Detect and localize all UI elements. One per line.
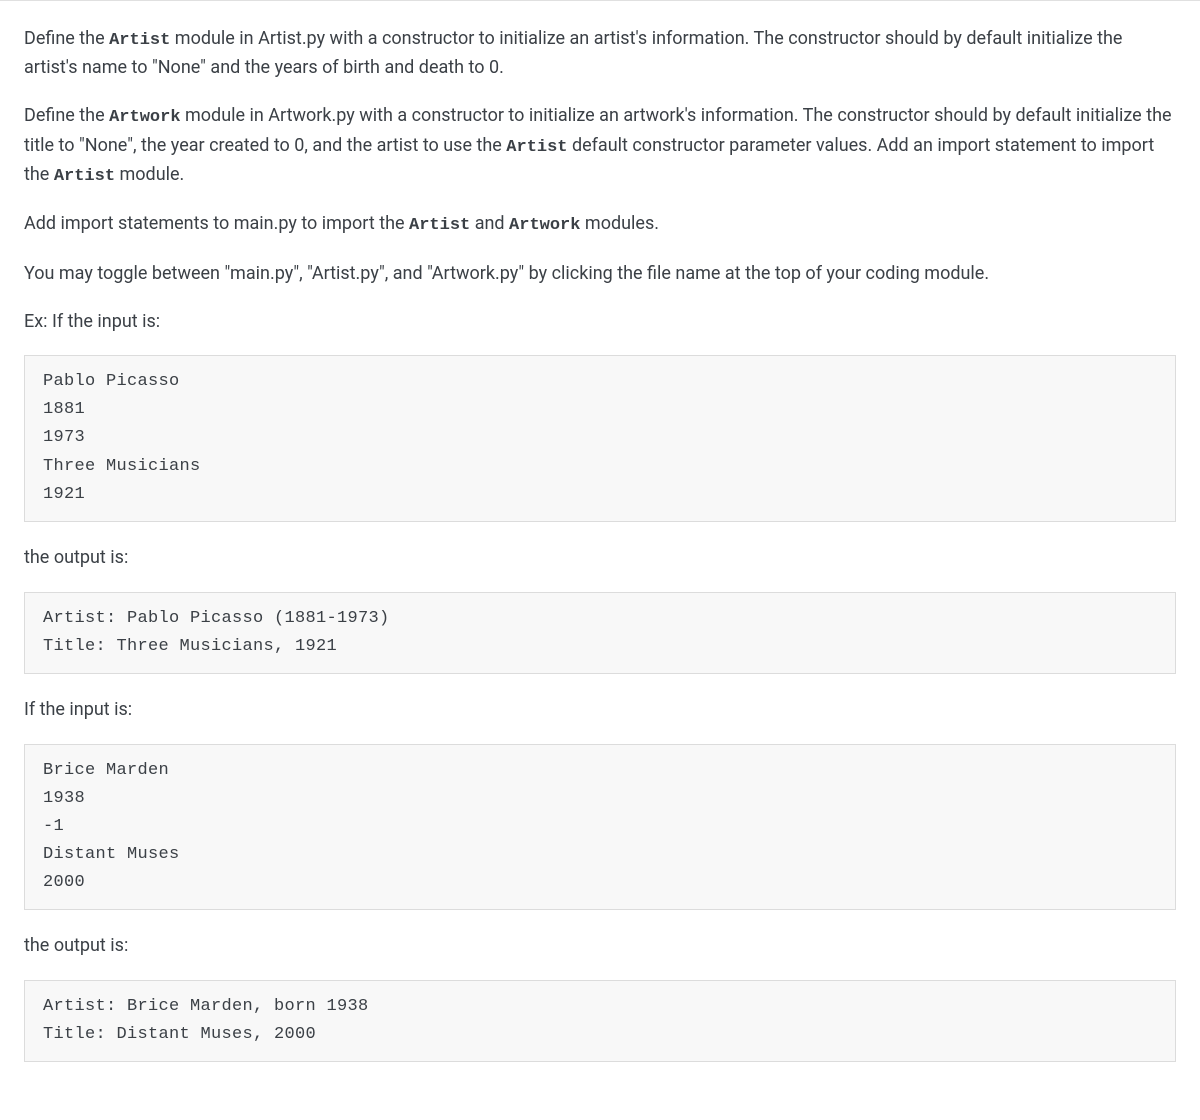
paragraph-artist-module: Define the Artist module in Artist.py wi…	[24, 25, 1176, 82]
code-block-output-2: Artist: Brice Marden, born 1938 Title: D…	[24, 980, 1176, 1062]
code-inline-artist: Artist	[506, 138, 567, 157]
label-example-output-2: the output is:	[24, 932, 1176, 960]
code-inline-artist: Artist	[54, 167, 115, 186]
paragraph-toggle-hint: You may toggle between "main.py", "Artis…	[24, 260, 1176, 288]
label-example-output: the output is:	[24, 544, 1176, 572]
label-example-input-2: If the input is:	[24, 696, 1176, 724]
text-segment: module.	[115, 164, 184, 185]
text-segment: Add import statements to main.py to impo…	[24, 213, 409, 234]
code-block-input-1: Pablo Picasso 1881 1973 Three Musicians …	[24, 355, 1176, 521]
paragraph-artwork-module: Define the Artwork module in Artwork.py …	[24, 102, 1176, 190]
code-inline-artwork: Artwork	[109, 108, 180, 127]
code-block-input-2: Brice Marden 1938 -1 Distant Muses 2000	[24, 744, 1176, 910]
code-inline-artist: Artist	[109, 31, 170, 50]
text-segment: Define the	[24, 105, 109, 126]
text-segment: and	[470, 213, 509, 234]
text-segment: module in Artist.py with a constructor t…	[24, 28, 1122, 78]
text-segment: Define the	[24, 28, 109, 49]
code-inline-artist: Artist	[409, 216, 470, 235]
problem-description: Define the Artist module in Artist.py wi…	[0, 0, 1200, 1120]
label-example-input: Ex: If the input is:	[24, 308, 1176, 336]
text-segment: modules.	[580, 213, 659, 234]
paragraph-import-statements: Add import statements to main.py to impo…	[24, 210, 1176, 239]
code-inline-artwork: Artwork	[509, 216, 580, 235]
code-block-output-1: Artist: Pablo Picasso (1881-1973) Title:…	[24, 592, 1176, 674]
